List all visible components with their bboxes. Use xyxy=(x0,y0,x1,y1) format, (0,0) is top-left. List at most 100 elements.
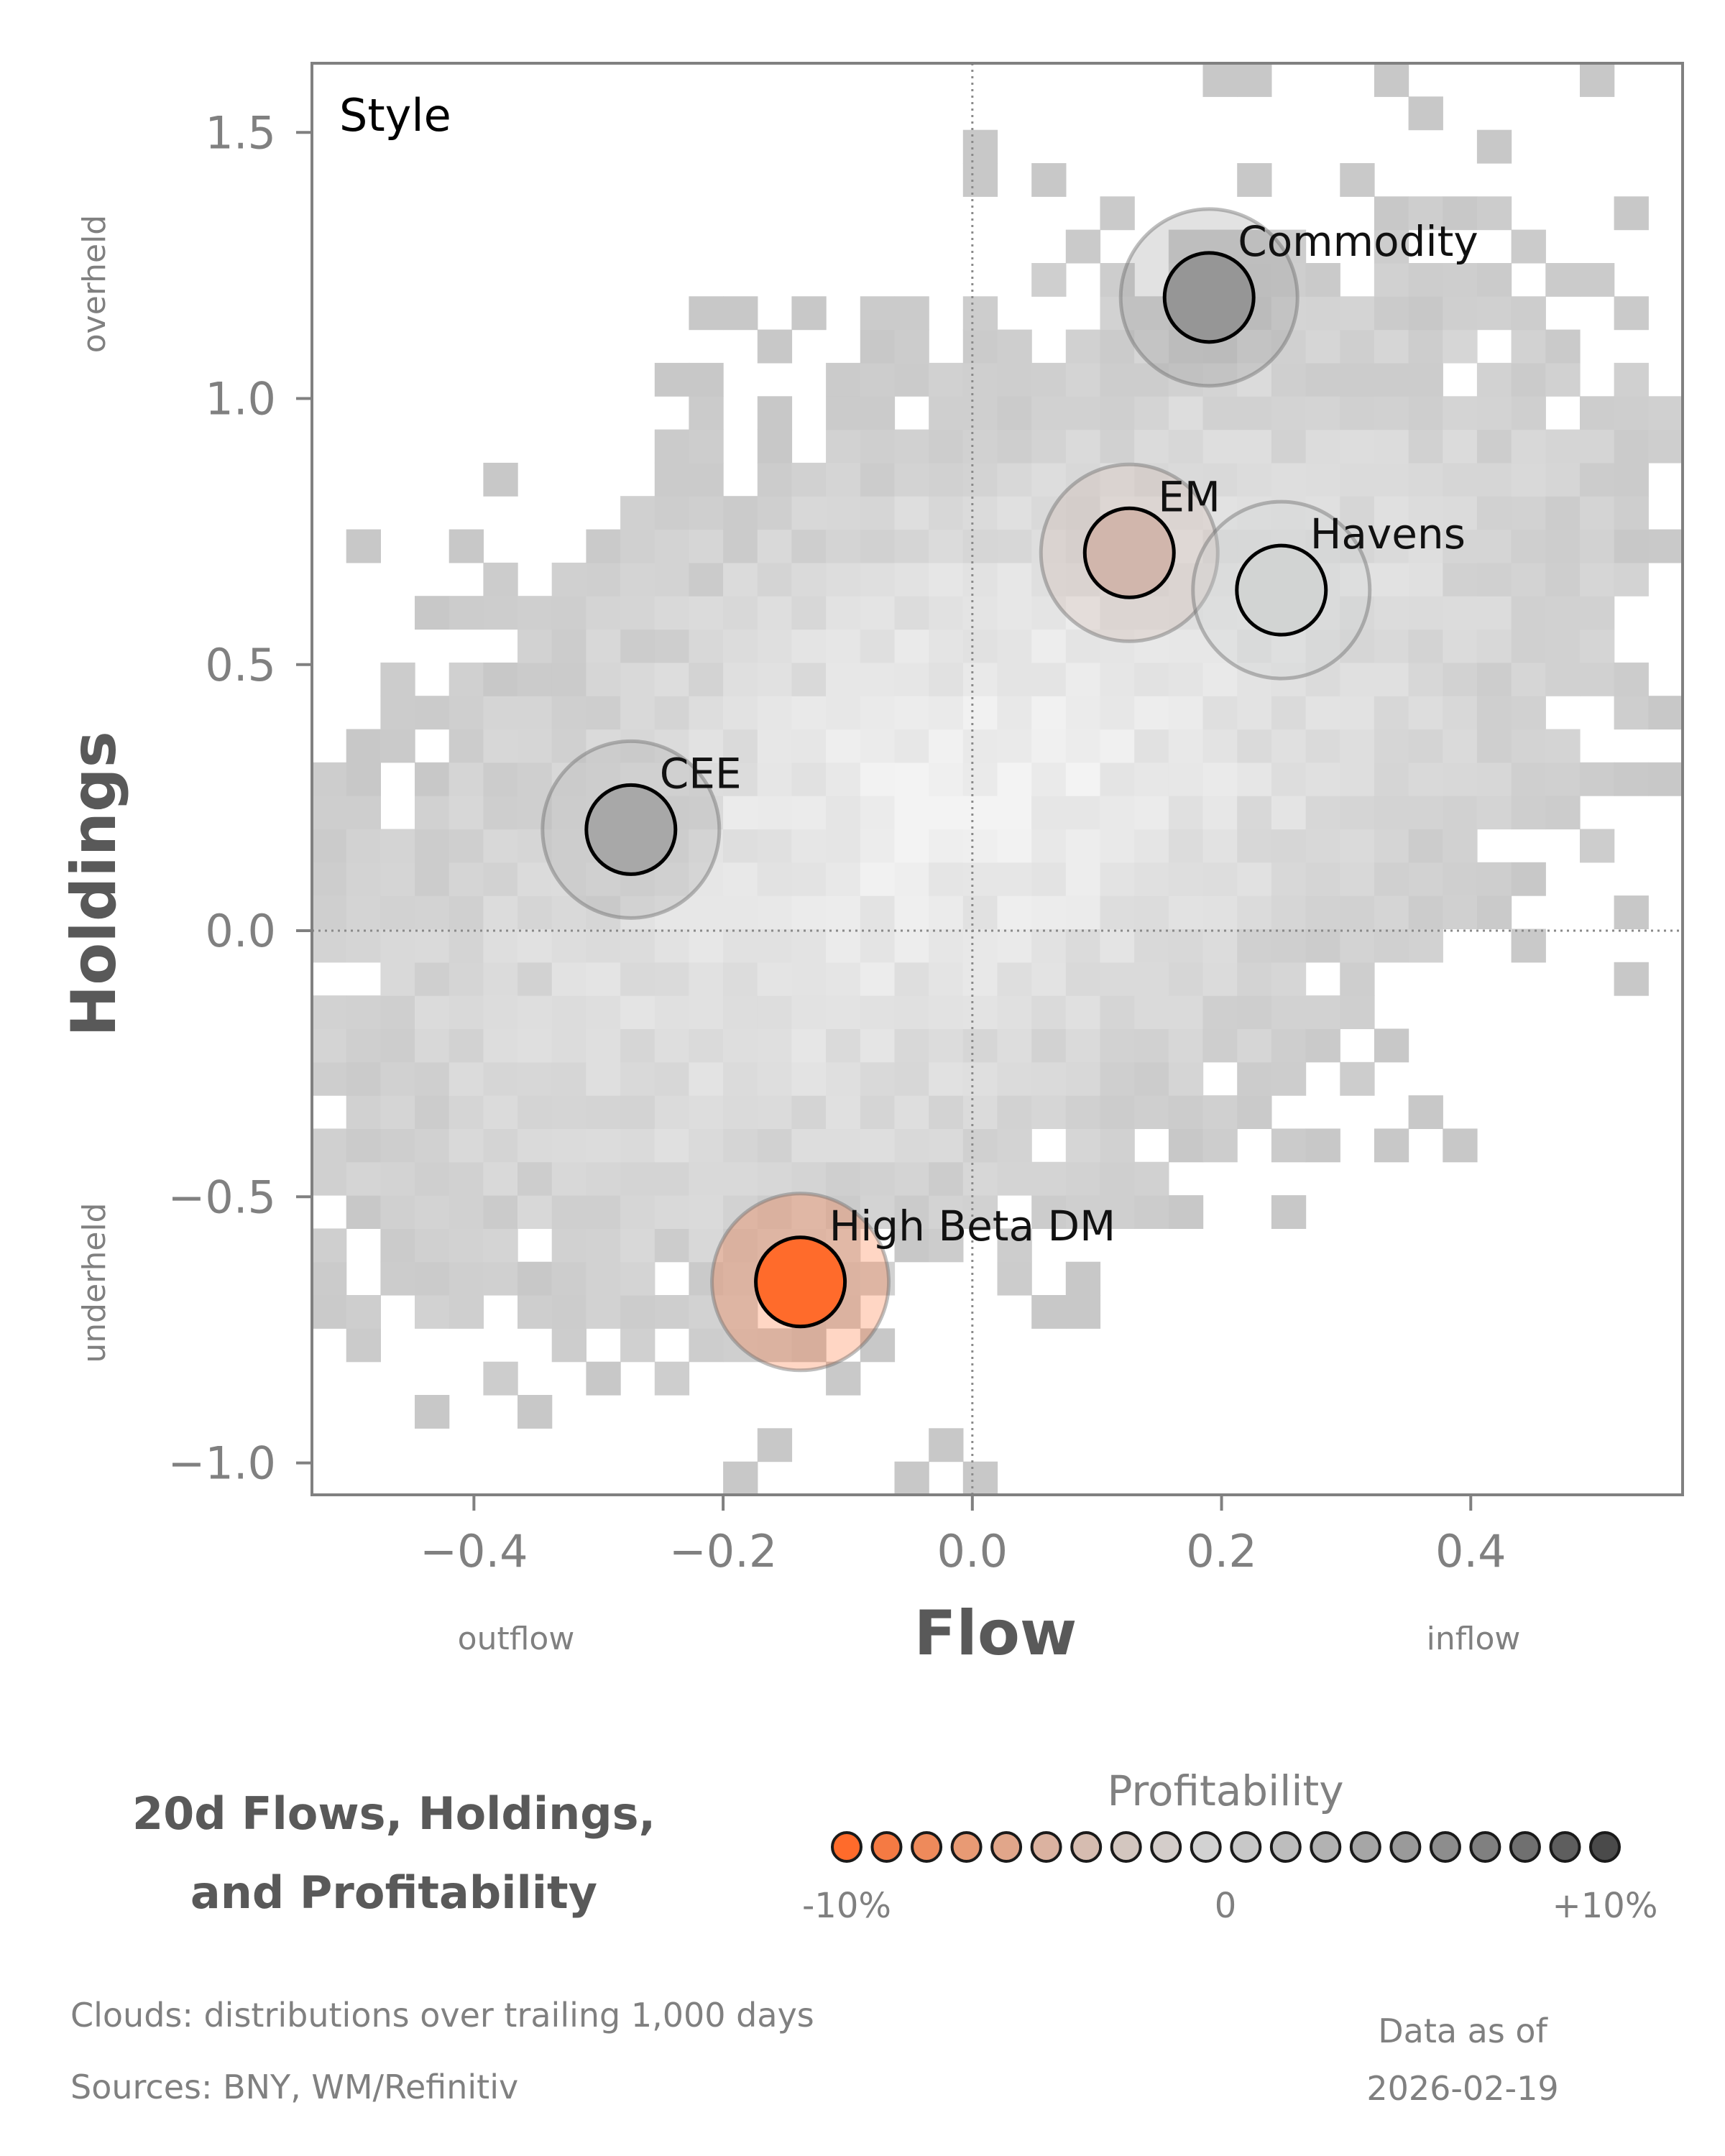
legend-swatch xyxy=(1589,1831,1621,1863)
cloud-cell xyxy=(929,729,964,763)
cloud-cell xyxy=(1065,1095,1101,1129)
density-cloud xyxy=(312,63,1683,1496)
cloud-cell xyxy=(380,1061,415,1096)
cloud-cell xyxy=(997,995,1032,1029)
cloud-cell xyxy=(826,1028,861,1063)
cloud-cell xyxy=(1476,562,1512,596)
reference-lines xyxy=(312,63,1683,1495)
cloud-cell xyxy=(448,929,484,963)
cloud-cell xyxy=(860,862,896,896)
cloud-cell xyxy=(723,1061,758,1096)
cloud-cell xyxy=(1031,929,1067,963)
cloud-cell xyxy=(1648,696,1683,730)
cloud-cell xyxy=(415,895,450,929)
cloud-cell xyxy=(962,163,998,197)
cloud-cell xyxy=(860,962,896,996)
cloud-cell xyxy=(860,462,896,497)
cloud-cell xyxy=(654,1061,690,1096)
cloud-cell xyxy=(1340,396,1375,430)
cloud-cell xyxy=(1443,629,1478,663)
cloud-cell xyxy=(1648,429,1683,464)
cloud-cell xyxy=(1305,329,1340,364)
cloud-cell xyxy=(860,329,896,364)
cloud-cell xyxy=(894,995,929,1029)
legend-tick-mid: 0 xyxy=(1215,1886,1237,1926)
cloud-cell xyxy=(1237,796,1272,830)
cloud-cell xyxy=(1374,529,1409,563)
cloud-cell xyxy=(1614,296,1649,331)
cloud-cell xyxy=(791,462,827,497)
cloud-cell xyxy=(723,962,758,996)
cloud-cell xyxy=(620,929,656,963)
cloud-cell xyxy=(1271,1028,1307,1063)
cloud-cell xyxy=(620,1161,656,1196)
cloud-cell xyxy=(1237,63,1272,97)
cloud-cell xyxy=(791,895,827,929)
cloud-cell xyxy=(1065,862,1101,896)
cloud-cell xyxy=(1443,1128,1478,1163)
cloud-cell xyxy=(826,362,861,397)
cloud-cell xyxy=(1408,662,1443,696)
y-tick-label: −1.0 xyxy=(167,1437,276,1490)
cloud-cell xyxy=(654,1095,690,1129)
cloud-cell xyxy=(448,829,484,863)
cloud-cell xyxy=(1511,362,1546,397)
cloud-cell xyxy=(312,762,347,796)
cloud-cell xyxy=(1202,362,1238,397)
cloud-cell xyxy=(1476,762,1512,796)
cloud-cell xyxy=(860,1195,896,1229)
cloud-cell xyxy=(654,596,690,630)
cloud-cell xyxy=(1237,696,1272,730)
cloud-cell xyxy=(689,1295,724,1329)
cloud-cell xyxy=(894,296,929,331)
cloud-cell xyxy=(1065,1028,1101,1063)
cloud-cell xyxy=(654,462,690,497)
cloud-cell xyxy=(826,696,861,730)
cloud-cell xyxy=(518,1095,553,1129)
cloud-cell xyxy=(1476,196,1512,231)
cloud-cell xyxy=(791,1328,827,1363)
cloud-cell xyxy=(1031,562,1067,596)
cloud-cell xyxy=(1374,196,1409,231)
cloud-cell xyxy=(620,529,656,563)
cloud-cell xyxy=(483,796,518,830)
chart-title-line-2: and Profitability xyxy=(190,1866,597,1919)
cloud-cell xyxy=(860,729,896,763)
cloud-cell xyxy=(1031,429,1067,464)
cloud-cell xyxy=(689,1228,724,1263)
cloud-cell xyxy=(448,1261,484,1296)
cloud-cell xyxy=(1408,1095,1443,1129)
cloud-cell xyxy=(1237,396,1272,430)
cloud-cell xyxy=(620,1228,656,1263)
cloud-cell xyxy=(689,662,724,696)
cloud-cell xyxy=(689,1195,724,1229)
cloud-cell xyxy=(894,1128,929,1163)
cloud-cell xyxy=(757,895,793,929)
cloud-cell xyxy=(551,596,586,630)
cloud-cell xyxy=(1271,496,1307,530)
cloud-cell xyxy=(483,1161,518,1196)
cloud-cell xyxy=(1374,263,1409,297)
cloud-cell xyxy=(415,1228,450,1263)
cloud-cell xyxy=(1202,429,1238,464)
cloud-cell xyxy=(1100,596,1135,630)
cloud-cell xyxy=(448,1028,484,1063)
cloud-cell xyxy=(1202,862,1238,896)
cloud-cell xyxy=(1168,1195,1204,1229)
cloud-cell xyxy=(346,796,381,830)
cloud-cell xyxy=(723,696,758,730)
cloud-cell xyxy=(1271,929,1307,963)
cloud-cell xyxy=(483,1228,518,1263)
cloud-cell xyxy=(1168,496,1204,530)
cloud-cell xyxy=(1134,995,1169,1029)
cloud-cell xyxy=(1443,796,1478,830)
cloud-cell xyxy=(689,496,724,530)
cloud-cell xyxy=(1202,562,1238,596)
cloud-cell xyxy=(929,1228,964,1263)
cloud-cell xyxy=(826,462,861,497)
cloud-cell xyxy=(997,496,1032,530)
cloud-cell xyxy=(1580,662,1615,696)
cloud-cell xyxy=(1065,429,1101,464)
cloud-cell xyxy=(1271,829,1307,863)
cloud-cell xyxy=(791,1061,827,1096)
